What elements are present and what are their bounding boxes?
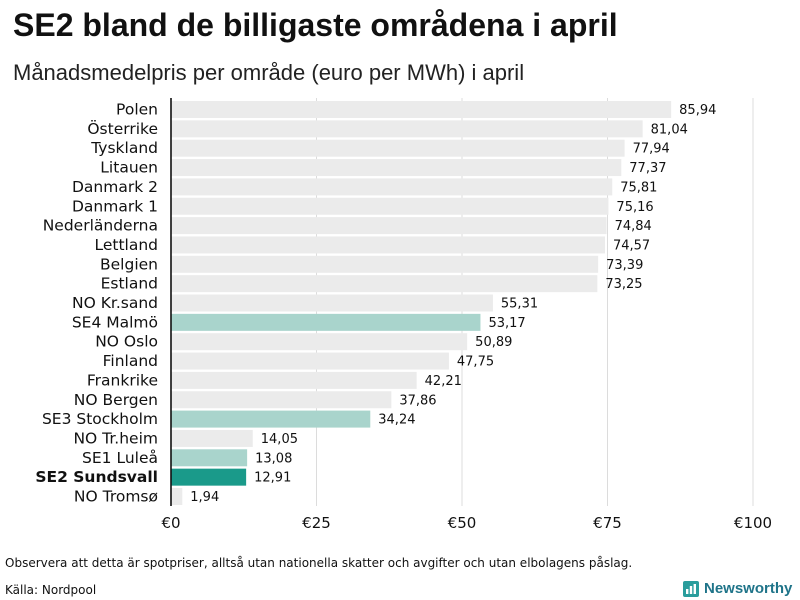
bar-se1-lulea [171,449,248,467]
value-label-danmark-1: 75,16 [616,200,653,215]
category-label-osterrike: Österrike [87,119,158,138]
value-label-nederlanderna: 74,84 [615,219,652,234]
logo-wordmark: Newsworthy [704,580,793,597]
bar-no-kr-sand [171,294,493,312]
value-label-estland: 73,25 [605,277,642,292]
value-label-se1-lulea: 13,08 [255,451,292,466]
category-label-danmark-1: Danmark 1 [72,197,158,215]
category-label-estland: Estland [101,275,158,293]
category-label-no-bergen: NO Bergen [74,391,158,409]
category-label-no-tromso: NO Tromsø [74,488,158,506]
bar-no-oslo [171,333,468,351]
bar-se2-sundsvall [171,468,247,486]
newsworthy-logo: Newsworthy [683,579,792,599]
value-label-danmark-2: 75,81 [620,180,657,195]
category-label-se3-stockholm: SE3 Stockholm [42,410,158,428]
footnote: Observera att detta är spotpriser, allts… [5,556,633,570]
value-label-polen: 85,94 [679,103,716,118]
category-label-no-tr-heim: NO Tr.heim [73,429,158,447]
bar-lettland [171,236,605,254]
category-label-finland: Finland [103,352,158,370]
chart-title: SE2 bland de billigaste områdena i april [13,7,618,43]
category-label-se1-lulea: SE1 Luleå [82,449,158,467]
bar-danmark-2 [171,178,613,196]
bar-nederlanderna [171,217,607,235]
value-label-tyskland: 77,94 [633,142,670,157]
value-label-litauen: 77,37 [629,161,666,176]
value-label-no-oslo: 50,89 [475,335,512,350]
category-label-litauen: Litauen [100,159,158,177]
bar-polen [171,101,672,118]
value-label-belgien: 73,39 [606,258,643,273]
value-label-osterrike: 81,04 [651,122,688,137]
value-label-lettland: 74,57 [613,238,650,253]
category-label-polen: Polen [116,101,158,119]
source-note: Källa: Nordpool [5,583,97,597]
bar-no-tromso [171,488,183,505]
x-tick-label-0: €0 [161,514,180,532]
bar-se4-malmo [171,313,481,331]
bar-belgien [171,255,599,273]
value-label-finland: 47,75 [457,355,494,370]
bar-frankrike [171,371,417,389]
bar-chart: €0 €25 €50 €75 €100 Polen 85,94 Österrike 81,04 T… [35,98,772,532]
x-tick-label-75: €75 [593,514,622,532]
category-label-tyskland: Tyskland [90,139,158,157]
value-label-no-tr-heim: 14,05 [261,432,298,447]
value-label-se2-sundsvall: 12,91 [254,471,291,486]
bar-estland [171,275,598,293]
bar-tyskland [171,139,625,157]
bar-no-tr-heim [171,429,253,447]
category-label-frankrike: Frankrike [87,371,158,389]
bar-osterrike [171,120,643,138]
bar-finland [171,352,449,370]
bar-danmark-1 [171,197,609,215]
category-label-belgien: Belgien [100,255,158,273]
value-label-no-bergen: 37,86 [399,393,436,408]
value-label-se3-stockholm: 34,24 [378,413,415,428]
value-label-no-tromso: 1,94 [190,490,219,505]
category-label-no-kr-sand: NO Kr.sand [72,294,158,312]
category-label-danmark-2: Danmark 2 [72,178,158,196]
x-tick-label-25: €25 [302,514,331,532]
category-label-no-oslo: NO Oslo [95,333,158,351]
chart-subtitle: Månadsmedelpris per område (euro per MWh… [13,60,525,85]
value-label-frankrike: 42,21 [425,374,462,389]
value-label-no-kr-sand: 55,31 [501,297,538,312]
x-tick-label-50: €50 [448,514,477,532]
category-label-nederlanderna: Nederländerna [43,217,158,235]
category-label-se2-sundsvall: SE2 Sundsvall [35,468,158,486]
value-label-se4-malmo: 53,17 [488,316,525,331]
bar-se3-stockholm [171,410,371,428]
category-label-lettland: Lettland [94,236,158,254]
x-tick-label-100: €100 [734,514,772,532]
bar-chart-logo-icon [683,581,699,597]
category-label-se4-malmo: SE4 Malmö [72,313,158,331]
bar-litauen [171,159,622,177]
bar-no-bergen [171,391,392,409]
